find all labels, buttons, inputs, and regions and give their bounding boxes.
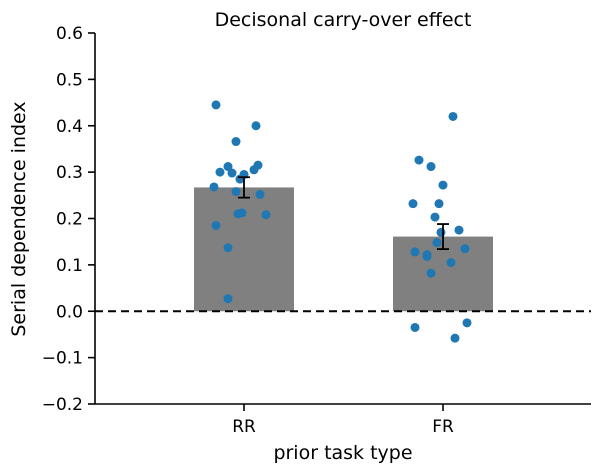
data-point-fr <box>422 252 432 262</box>
axes-layer: −0.2 −0.1 0.0 0.1 0.2 0.3 0.4 0.5 0.6 RR FR <box>42 24 591 437</box>
data-point-fr <box>426 268 436 278</box>
data-point-fr <box>430 212 440 222</box>
data-point-fr <box>408 199 418 209</box>
y-tick-label: 0.5 <box>56 70 83 90</box>
y-tick-label: 0.4 <box>56 117 83 137</box>
y-tick-label: −0.1 <box>42 349 83 369</box>
data-point-rr <box>261 210 271 220</box>
error-bars-layer <box>238 176 449 251</box>
y-tick-label: 0.1 <box>56 256 83 276</box>
data-point-fr <box>454 225 464 235</box>
data-point-fr <box>410 322 420 332</box>
y-tick-label: 0.0 <box>56 302 83 322</box>
data-point-rr <box>223 243 233 253</box>
x-tick-label-rr: RR <box>232 417 256 437</box>
data-point-fr <box>436 227 446 237</box>
data-point-rr <box>211 220 221 230</box>
data-point-rr <box>223 162 233 172</box>
y-tick-label: 0.6 <box>56 24 83 44</box>
y-tick-label: −0.2 <box>42 395 83 415</box>
bar-rr <box>194 187 294 312</box>
chart-title: Decisonal carry-over effect <box>215 9 472 31</box>
data-point-rr <box>251 121 261 131</box>
data-point-fr <box>432 238 442 248</box>
y-axis-label: Serial dependence index <box>8 101 30 336</box>
points-layer <box>209 100 472 343</box>
data-point-rr <box>211 100 221 110</box>
data-point-rr <box>231 137 241 147</box>
data-point-fr <box>448 111 458 121</box>
x-axis-label: prior task type <box>273 442 412 464</box>
data-point-rr <box>227 168 237 178</box>
y-tick-label: 0.3 <box>56 163 83 183</box>
data-point-fr <box>426 162 436 172</box>
data-point-fr <box>438 180 448 190</box>
data-point-rr <box>223 294 233 304</box>
data-point-rr <box>215 167 225 177</box>
data-point-fr <box>462 318 472 328</box>
data-point-rr <box>249 165 259 175</box>
data-point-fr <box>414 155 424 165</box>
data-point-fr <box>410 247 420 257</box>
data-point-rr <box>209 182 219 192</box>
data-point-rr <box>255 189 265 199</box>
data-point-rr <box>233 209 243 219</box>
x-tick-label-fr: FR <box>432 417 454 437</box>
data-point-fr <box>450 333 460 343</box>
data-point-rr <box>231 187 241 197</box>
data-point-fr <box>434 199 444 209</box>
data-point-fr <box>446 258 456 268</box>
y-tick-label: 0.2 <box>56 210 83 230</box>
data-point-fr <box>460 244 470 254</box>
